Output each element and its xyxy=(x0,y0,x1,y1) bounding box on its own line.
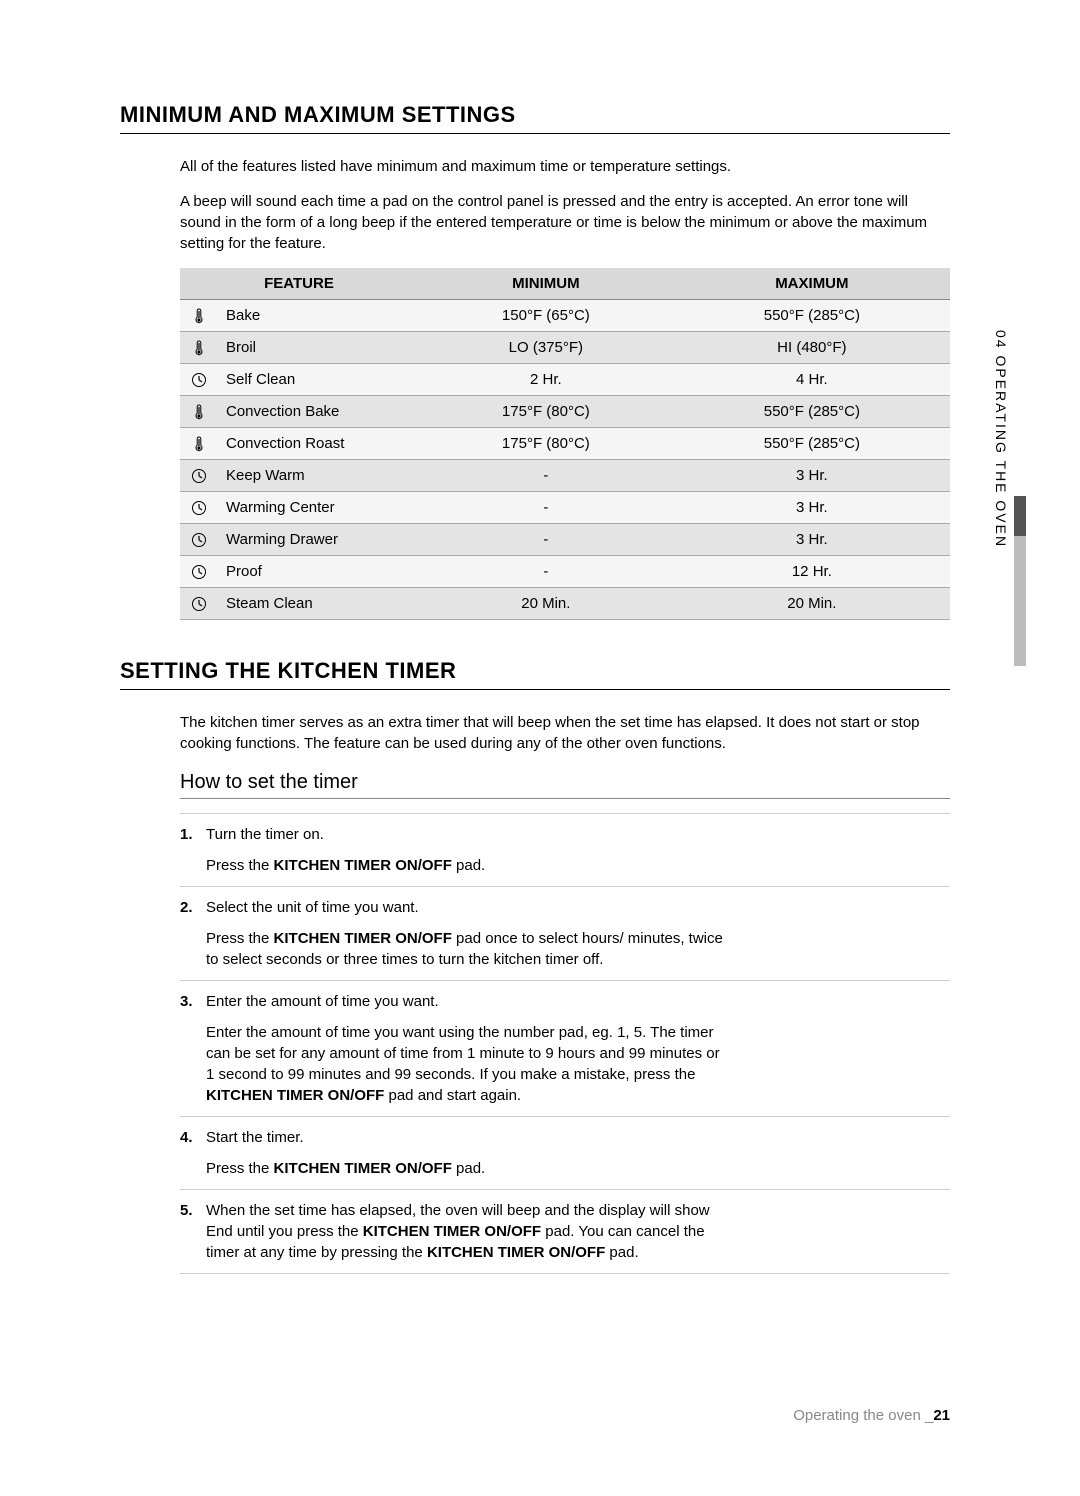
page-number: 21 xyxy=(933,1407,950,1424)
row-max: 550°F (285°C) xyxy=(674,395,950,427)
table-row: Bake150°F (65°C)550°F (285°C) xyxy=(180,299,950,331)
section-heading-minmax: MINIMUM AND MAXIMUM SETTINGS xyxy=(120,100,950,134)
row-min: - xyxy=(418,491,674,523)
row-icon xyxy=(180,299,218,331)
table-row: Keep Warm-3 Hr. xyxy=(180,459,950,491)
step-number: 1. xyxy=(180,824,206,876)
row-feature: Broil xyxy=(218,331,418,363)
thermometer-icon xyxy=(191,340,207,356)
row-min: 175°F (80°C) xyxy=(418,395,674,427)
row-max: 3 Hr. xyxy=(674,491,950,523)
row-max: 20 Min. xyxy=(674,587,950,619)
step-detail: Press the KITCHEN TIMER ON/OFF pad. xyxy=(206,1158,726,1179)
row-min: - xyxy=(418,555,674,587)
table-row: Warming Center-3 Hr. xyxy=(180,491,950,523)
page-footer: Operating the oven _21 xyxy=(793,1405,950,1426)
clock-icon xyxy=(191,596,207,612)
row-min: 2 Hr. xyxy=(418,363,674,395)
row-min: LO (375°F) xyxy=(418,331,674,363)
timer-para: The kitchen timer serves as an extra tim… xyxy=(180,712,950,754)
row-icon xyxy=(180,459,218,491)
step-lead: Enter the amount of time you want. xyxy=(206,991,726,1012)
minmax-para-2: A beep will sound each time a pad on the… xyxy=(180,191,950,254)
subheading-howto: How to set the timer xyxy=(180,768,950,799)
thermometer-icon xyxy=(191,308,207,324)
col-minimum: MINIMUM xyxy=(418,268,674,300)
step-lead: Start the timer. xyxy=(206,1127,726,1148)
step-lead: Turn the timer on. xyxy=(206,824,726,845)
row-min: 20 Min. xyxy=(418,587,674,619)
table-row: Steam Clean20 Min.20 Min. xyxy=(180,587,950,619)
row-feature: Convection Roast xyxy=(218,427,418,459)
table-row: Warming Drawer-3 Hr. xyxy=(180,523,950,555)
step-number: 4. xyxy=(180,1127,206,1179)
col-maximum: MAXIMUM xyxy=(674,268,950,300)
row-min: 150°F (65°C) xyxy=(418,299,674,331)
row-icon xyxy=(180,523,218,555)
step-lead: Select the unit of time you want. xyxy=(206,897,726,918)
row-max: 4 Hr. xyxy=(674,363,950,395)
row-max: 550°F (285°C) xyxy=(674,427,950,459)
row-icon xyxy=(180,363,218,395)
minmax-para-1: All of the features listed have minimum … xyxy=(180,156,950,177)
clock-icon xyxy=(191,500,207,516)
row-icon xyxy=(180,555,218,587)
clock-icon xyxy=(191,468,207,484)
row-feature: Warming Drawer xyxy=(218,523,418,555)
row-min: - xyxy=(418,523,674,555)
table-row: BroilLO (375°F)HI (480°F) xyxy=(180,331,950,363)
thermometer-icon xyxy=(191,436,207,452)
step-item: 4.Start the timer. Press the KITCHEN TIME… xyxy=(180,1117,950,1190)
step-detail: Press the KITCHEN TIMER ON/OFF pad once … xyxy=(206,928,726,970)
row-icon xyxy=(180,491,218,523)
row-max: 3 Hr. xyxy=(674,523,950,555)
row-icon xyxy=(180,395,218,427)
row-min: 175°F (80°C) xyxy=(418,427,674,459)
settings-table: FEATURE MINIMUM MAXIMUM Bake150°F (65°C)… xyxy=(180,268,950,620)
row-feature: Self Clean xyxy=(218,363,418,395)
row-feature: Proof xyxy=(218,555,418,587)
table-row: Convection Roast175°F (80°C)550°F (285°C… xyxy=(180,427,950,459)
row-min: - xyxy=(418,459,674,491)
row-max: 12 Hr. xyxy=(674,555,950,587)
step-detail: Enter the amount of time you want using … xyxy=(206,1022,726,1106)
step-item: 2.Select the unit of time you want. Press… xyxy=(180,887,950,981)
row-feature: Keep Warm xyxy=(218,459,418,491)
clock-icon xyxy=(191,564,207,580)
step-number: 2. xyxy=(180,897,206,970)
table-row: Convection Bake175°F (80°C)550°F (285°C) xyxy=(180,395,950,427)
thumb-tab-light xyxy=(1014,536,1026,666)
clock-icon xyxy=(191,532,207,548)
table-row: Proof-12 Hr. xyxy=(180,555,950,587)
thermometer-icon xyxy=(191,404,207,420)
row-max: 3 Hr. xyxy=(674,459,950,491)
row-icon xyxy=(180,587,218,619)
side-tab-label: 04 OPERATING THE OVEN xyxy=(990,330,1010,548)
row-feature: Steam Clean xyxy=(218,587,418,619)
row-feature: Bake xyxy=(218,299,418,331)
step-item: 5.When the set time has elapsed, the ove… xyxy=(180,1190,950,1274)
row-max: HI (480°F) xyxy=(674,331,950,363)
step-lead: When the set time has elapsed, the oven … xyxy=(206,1200,726,1263)
step-number: 5. xyxy=(180,1200,206,1263)
step-number: 3. xyxy=(180,991,206,1106)
step-item: 3.Enter the amount of time you want. Ente… xyxy=(180,981,950,1117)
footer-text: Operating the oven _ xyxy=(793,1407,933,1424)
row-icon xyxy=(180,427,218,459)
step-detail: Press the KITCHEN TIMER ON/OFF pad. xyxy=(206,855,726,876)
row-feature: Convection Bake xyxy=(218,395,418,427)
clock-icon xyxy=(191,372,207,388)
step-item: 1.Turn the timer on. Press the KITCHEN TI… xyxy=(180,813,950,887)
steps-list: 1.Turn the timer on. Press the KITCHEN TI… xyxy=(180,813,950,1274)
row-feature: Warming Center xyxy=(218,491,418,523)
row-max: 550°F (285°C) xyxy=(674,299,950,331)
table-row: Self Clean2 Hr.4 Hr. xyxy=(180,363,950,395)
col-feature: FEATURE xyxy=(180,268,418,300)
row-icon xyxy=(180,331,218,363)
thumb-tab-dark xyxy=(1014,496,1026,536)
section-heading-timer: SETTING THE KITCHEN TIMER xyxy=(120,656,950,690)
